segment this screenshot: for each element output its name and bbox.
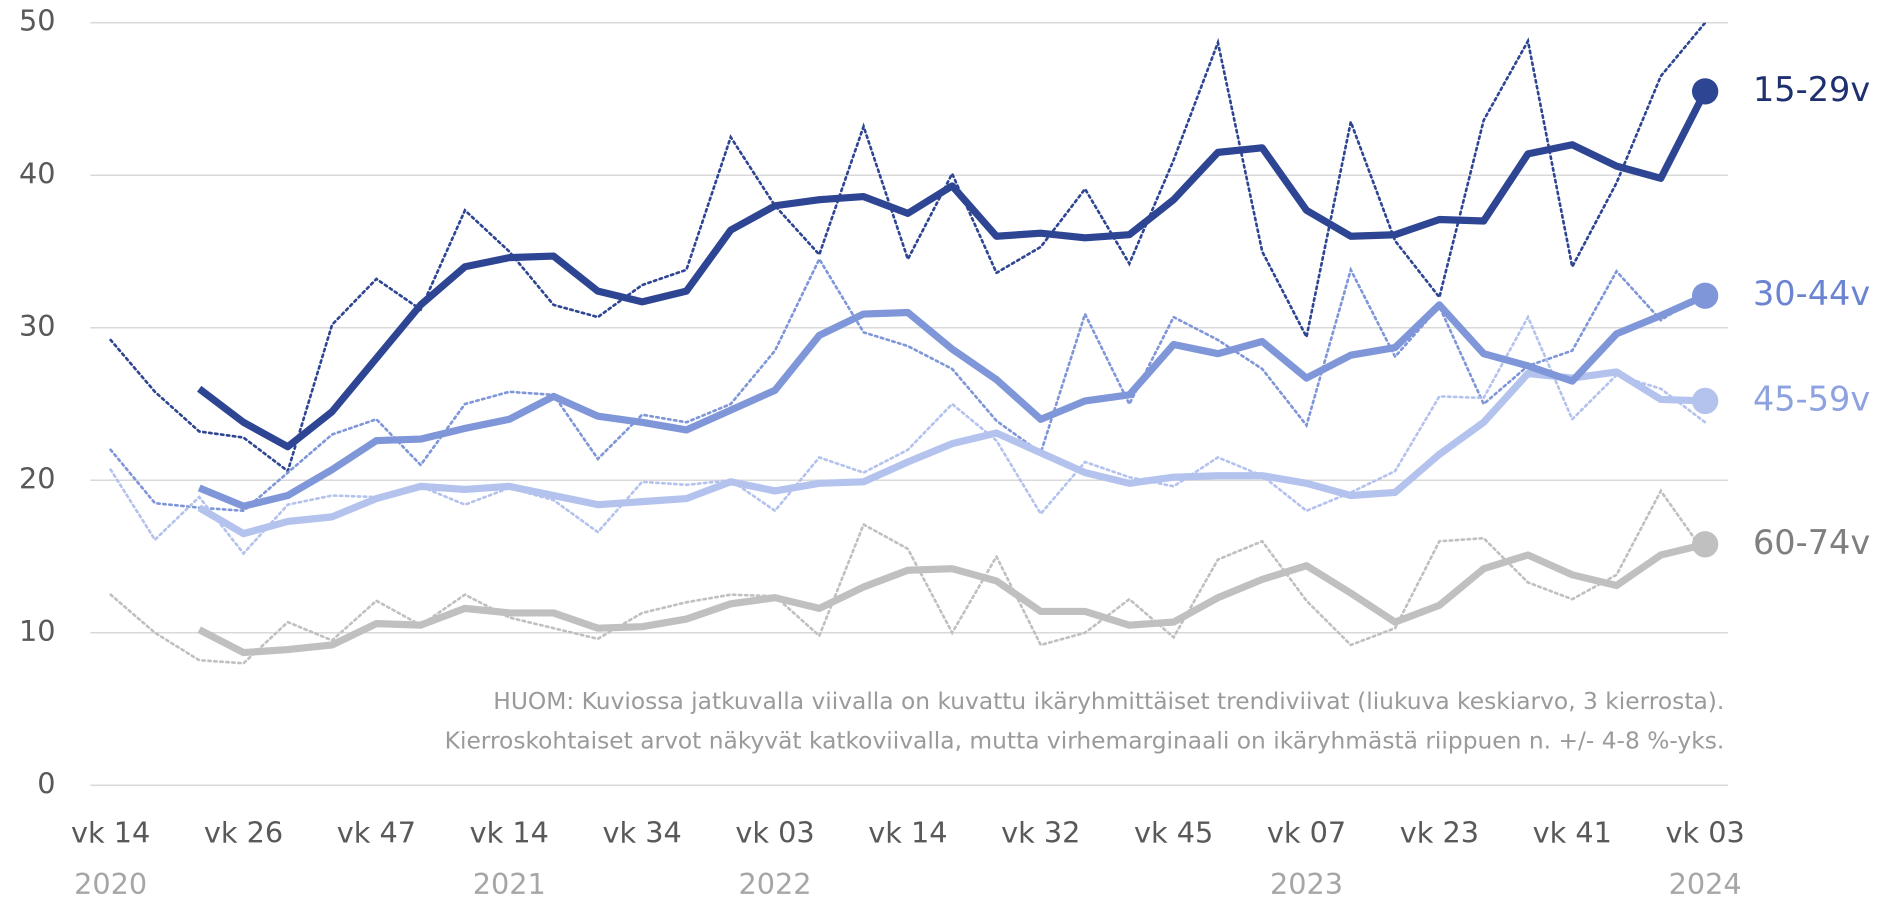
round-line	[109, 256, 1707, 513]
x-tick-label: vk 14	[868, 815, 947, 849]
y-tick-label: 40	[19, 156, 56, 190]
x-tick-label: vk 14	[470, 815, 549, 849]
end-marker	[1691, 78, 1719, 105]
round-line	[109, 22, 1707, 474]
x-tick-label: vk 07	[1267, 815, 1346, 849]
y-tick-label: 0	[37, 766, 55, 800]
series-label: 15-29v	[1753, 70, 1870, 109]
x-tick-label: vk 23	[1400, 815, 1479, 849]
series-label: 45-59v	[1753, 379, 1870, 418]
y-tick-label: 50	[19, 4, 56, 38]
x-tick-label: vk 41	[1533, 815, 1612, 849]
y-tick-label: 20	[19, 461, 56, 495]
x-tick-label: vk 45	[1134, 815, 1213, 849]
end-marker	[1691, 282, 1719, 309]
labels: 0 10 20 30 40 50 vk 14 vk 26 vk 47 vk 14 vk 34 vk 0…	[19, 4, 1870, 899]
round-line	[109, 488, 1707, 665]
end-marker	[1691, 387, 1719, 415]
trend-line	[197, 89, 1709, 451]
trend-line	[197, 292, 1707, 510]
note: Kierroskohtaiset arvot näkyvät katkoviiv…	[445, 727, 1725, 755]
end-marker	[1691, 531, 1719, 558]
series-label: 60-74v	[1753, 523, 1870, 562]
y-tick-label: 10	[19, 614, 56, 648]
note: HUOM: Kuviossa jatkuvalla viivalla on ku…	[493, 687, 1724, 715]
x-tick-label: vk 34	[602, 815, 681, 849]
x-tick-label: vk 32	[1001, 815, 1080, 849]
trend-line	[197, 540, 1706, 657]
x-group-label: 2023	[1270, 867, 1343, 899]
x-tick-label: vk 03	[1665, 815, 1744, 849]
x-tick-label: vk 03	[735, 815, 814, 849]
series-label: 30-44v	[1753, 274, 1870, 313]
y-tick-label: 30	[19, 309, 56, 343]
x-group-label: 2024	[1669, 867, 1742, 899]
x-group-label: 2022	[738, 867, 811, 899]
trend-line	[197, 368, 1706, 538]
x-tick-label: vk 26	[204, 815, 283, 849]
x-tick-label: vk 14	[71, 815, 150, 849]
plot-area	[109, 22, 1709, 665]
x-tick-label: vk 47	[337, 815, 416, 849]
x-group-label: 2020	[74, 867, 147, 899]
x-group-label: 2021	[473, 867, 546, 899]
